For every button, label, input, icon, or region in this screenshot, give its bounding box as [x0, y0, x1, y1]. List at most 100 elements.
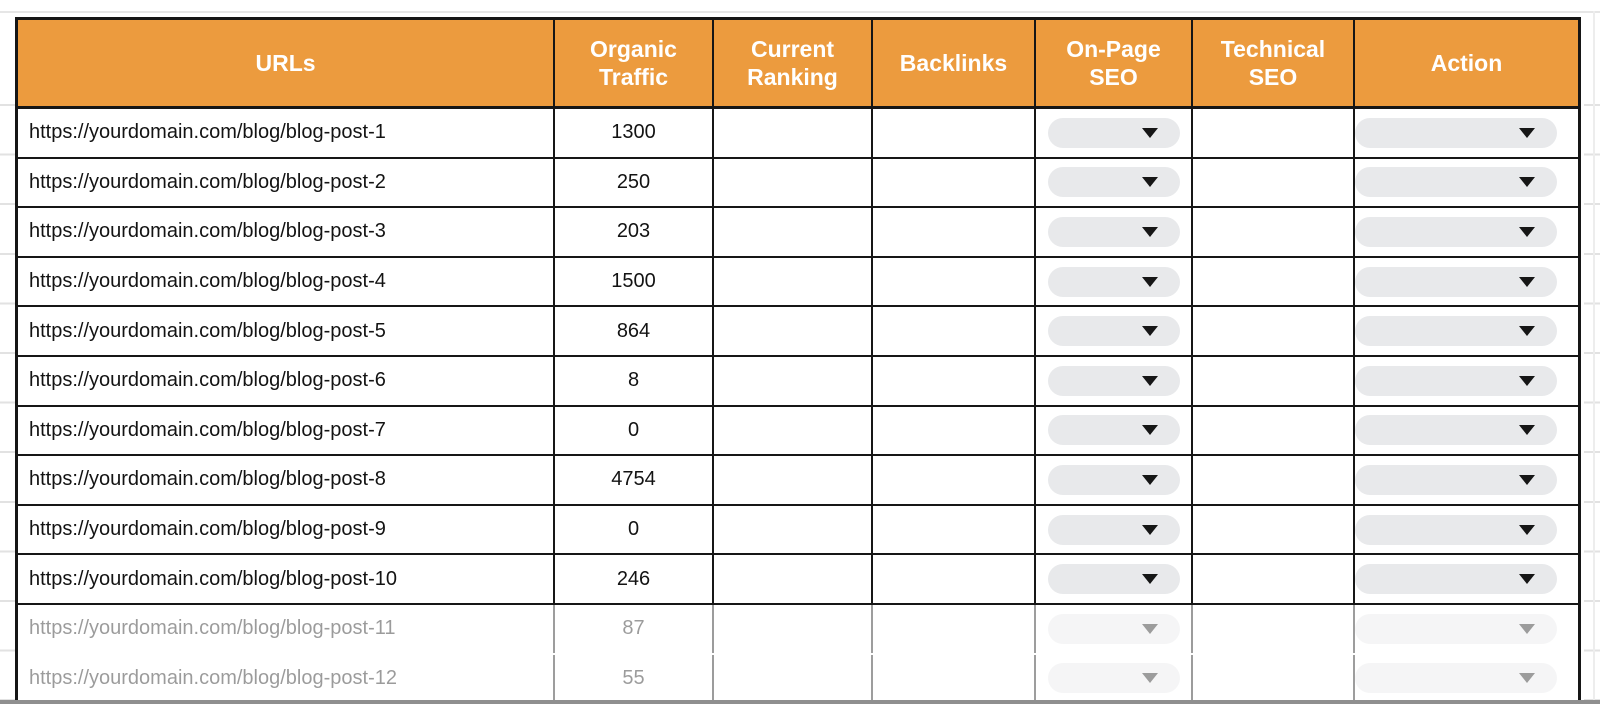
action-dropdown[interactable] [1355, 266, 1557, 297]
url-cell[interactable]: https://yourdomain.com/blog/blog-post-8 [18, 456, 555, 504]
url-cell[interactable]: https://yourdomain.com/blog/blog-post-7 [18, 406, 555, 455]
onpage-seo-cell[interactable] [1036, 604, 1193, 653]
column-header-backlinks[interactable]: Backlinks [873, 20, 1036, 106]
action-cell[interactable] [1355, 159, 1557, 207]
action-dropdown[interactable] [1355, 464, 1557, 495]
url-cell[interactable]: https://yourdomain.com/blog/blog-post-12 [18, 654, 555, 703]
onpage-seo-cell[interactable] [1036, 158, 1193, 207]
onpage-seo-dropdown[interactable] [1047, 167, 1180, 198]
current-ranking-cell[interactable] [714, 307, 873, 355]
technical-seo-cell[interactable] [1193, 158, 1355, 207]
technical-seo-cell[interactable] [1193, 604, 1355, 653]
action-cell[interactable] [1355, 655, 1557, 703]
action-cell[interactable] [1355, 357, 1557, 405]
organic-traffic-cell[interactable]: 4754 [555, 456, 714, 504]
onpage-seo-cell[interactable] [1036, 555, 1193, 603]
backlinks-cell[interactable] [873, 406, 1036, 455]
organic-traffic-cell[interactable]: 203 [555, 208, 714, 256]
onpage-seo-cell[interactable] [1036, 356, 1193, 405]
current-ranking-cell[interactable] [714, 257, 873, 306]
column-header-urls[interactable]: URLs [18, 20, 555, 106]
action-dropdown[interactable] [1355, 216, 1557, 247]
onpage-seo-cell[interactable] [1036, 257, 1193, 306]
action-dropdown[interactable] [1355, 167, 1557, 198]
current-ranking-cell[interactable] [714, 456, 873, 504]
action-cell[interactable] [1355, 555, 1557, 603]
current-ranking-cell[interactable] [714, 604, 873, 653]
backlinks-cell[interactable] [873, 257, 1036, 306]
organic-traffic-cell[interactable]: 0 [555, 505, 714, 554]
action-cell[interactable] [1355, 258, 1557, 306]
technical-seo-cell[interactable] [1193, 257, 1355, 306]
column-header-action[interactable]: Action [1355, 20, 1578, 106]
technical-seo-cell[interactable] [1193, 406, 1355, 455]
action-dropdown[interactable] [1355, 316, 1557, 347]
onpage-seo-cell[interactable] [1036, 505, 1193, 554]
technical-seo-cell[interactable] [1193, 109, 1355, 157]
action-dropdown[interactable] [1355, 415, 1557, 446]
technical-seo-cell[interactable] [1193, 356, 1355, 405]
url-cell[interactable]: https://yourdomain.com/blog/blog-post-3 [18, 208, 555, 256]
backlinks-cell[interactable] [873, 604, 1036, 653]
action-cell[interactable] [1355, 307, 1557, 355]
column-header-technical-seo[interactable]: Technical SEO [1193, 20, 1355, 106]
onpage-seo-dropdown[interactable] [1047, 564, 1180, 595]
backlinks-cell[interactable] [873, 456, 1036, 504]
url-cell[interactable]: https://yourdomain.com/blog/blog-post-9 [18, 505, 555, 554]
onpage-seo-dropdown[interactable] [1047, 415, 1180, 446]
onpage-seo-cell[interactable] [1036, 456, 1193, 504]
backlinks-cell[interactable] [873, 654, 1036, 703]
action-dropdown[interactable] [1355, 564, 1557, 595]
action-cell[interactable] [1355, 506, 1557, 554]
onpage-seo-dropdown[interactable] [1047, 613, 1180, 644]
onpage-seo-dropdown[interactable] [1047, 514, 1180, 545]
column-header-organic-traffic[interactable]: Organic Traffic [555, 20, 714, 106]
action-dropdown[interactable] [1355, 117, 1557, 148]
url-cell[interactable]: https://yourdomain.com/blog/blog-post-10 [18, 555, 555, 603]
onpage-seo-dropdown[interactable] [1047, 663, 1180, 694]
url-cell[interactable]: https://yourdomain.com/blog/blog-post-1 [18, 109, 555, 157]
current-ranking-cell[interactable] [714, 654, 873, 703]
backlinks-cell[interactable] [873, 356, 1036, 405]
current-ranking-cell[interactable] [714, 208, 873, 256]
current-ranking-cell[interactable] [714, 505, 873, 554]
onpage-seo-cell[interactable] [1036, 307, 1193, 355]
column-header-onpage-seo[interactable]: On-Page SEO [1036, 20, 1193, 106]
url-cell[interactable]: https://yourdomain.com/blog/blog-post-6 [18, 356, 555, 405]
technical-seo-cell[interactable] [1193, 505, 1355, 554]
organic-traffic-cell[interactable]: 0 [555, 406, 714, 455]
url-cell[interactable]: https://yourdomain.com/blog/blog-post-2 [18, 158, 555, 207]
action-cell[interactable] [1355, 605, 1557, 653]
action-cell[interactable] [1355, 208, 1557, 256]
action-dropdown[interactable] [1355, 365, 1557, 396]
onpage-seo-cell[interactable] [1036, 109, 1193, 157]
column-header-current-ranking[interactable]: Current Ranking [714, 20, 873, 106]
organic-traffic-cell[interactable]: 246 [555, 555, 714, 603]
organic-traffic-cell[interactable]: 8 [555, 356, 714, 405]
organic-traffic-cell[interactable]: 1300 [555, 109, 714, 157]
organic-traffic-cell[interactable]: 864 [555, 307, 714, 355]
technical-seo-cell[interactable] [1193, 307, 1355, 355]
organic-traffic-cell[interactable]: 1500 [555, 257, 714, 306]
onpage-seo-cell[interactable] [1036, 654, 1193, 703]
url-cell[interactable]: https://yourdomain.com/blog/blog-post-4 [18, 257, 555, 306]
action-cell[interactable] [1355, 407, 1557, 455]
current-ranking-cell[interactable] [714, 158, 873, 207]
backlinks-cell[interactable] [873, 307, 1036, 355]
onpage-seo-dropdown[interactable] [1047, 117, 1180, 148]
technical-seo-cell[interactable] [1193, 456, 1355, 504]
onpage-seo-dropdown[interactable] [1047, 365, 1180, 396]
action-dropdown[interactable] [1355, 514, 1557, 545]
action-dropdown[interactable] [1355, 613, 1557, 644]
url-cell[interactable]: https://yourdomain.com/blog/blog-post-5 [18, 307, 555, 355]
action-cell[interactable] [1355, 456, 1557, 504]
current-ranking-cell[interactable] [714, 109, 873, 157]
current-ranking-cell[interactable] [714, 356, 873, 405]
backlinks-cell[interactable] [873, 158, 1036, 207]
backlinks-cell[interactable] [873, 109, 1036, 157]
organic-traffic-cell[interactable]: 55 [555, 654, 714, 703]
url-cell[interactable]: https://yourdomain.com/blog/blog-post-11 [18, 604, 555, 653]
organic-traffic-cell[interactable]: 87 [555, 604, 714, 653]
technical-seo-cell[interactable] [1193, 654, 1355, 703]
organic-traffic-cell[interactable]: 250 [555, 158, 714, 207]
